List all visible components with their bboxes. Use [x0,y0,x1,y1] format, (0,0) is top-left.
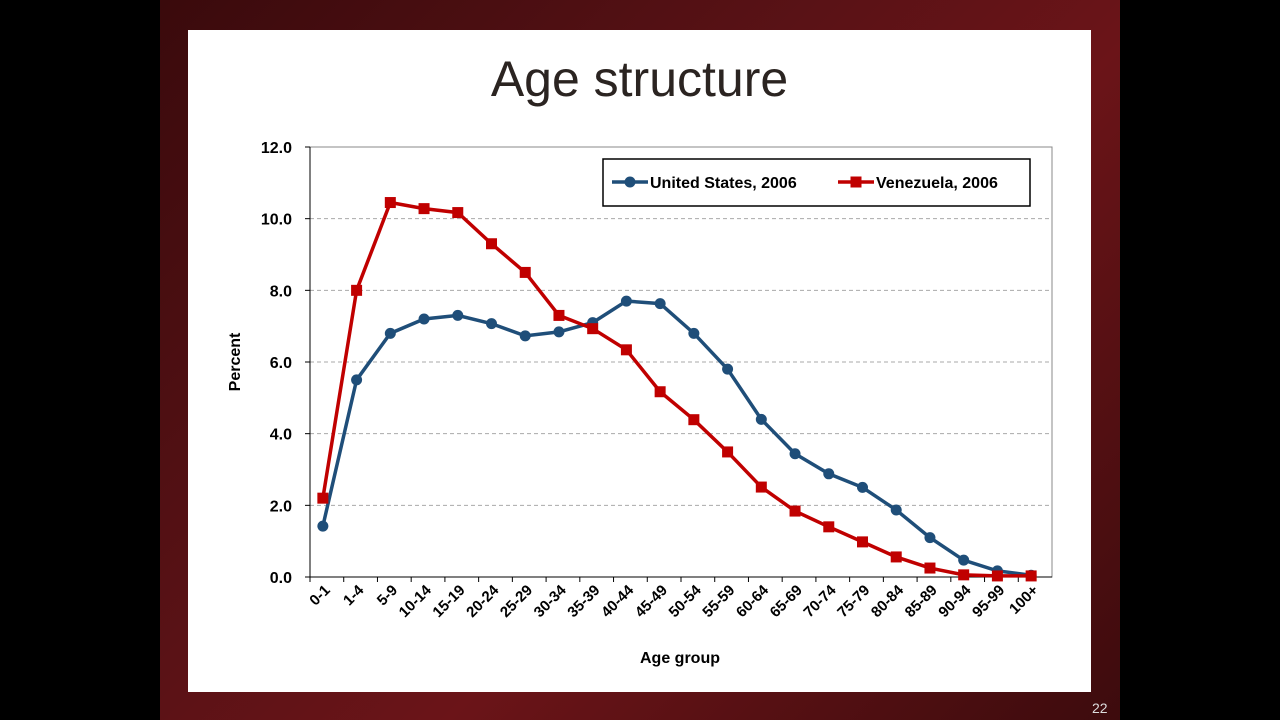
data-point [620,295,632,307]
x-tick-label: 10-14 [396,581,436,621]
legend-marker [850,176,862,188]
data-point [958,554,970,566]
data-point [688,327,700,339]
y-tick-label: 2.0 [270,498,292,515]
data-point [755,413,767,425]
data-point [317,492,329,504]
data-point [519,330,531,342]
data-point [958,569,970,581]
x-tick-label: 35-39 [564,582,603,621]
data-point [722,363,734,375]
data-point [553,326,565,338]
legend-marker [624,176,636,188]
x-tick-label: 70-74 [800,581,840,621]
legend-label: Venezuela, 2006 [876,175,998,192]
series-line-1 [321,200,1032,578]
x-tick-label: 80-84 [868,581,908,621]
x-tick-label: 45-49 [632,582,671,621]
x-tick-label: 40-44 [598,581,638,621]
data-point [1025,570,1037,582]
data-point [452,309,464,321]
y-tick-label: 8.0 [270,283,292,300]
series-line-0 [321,299,1032,577]
data-point [823,521,835,533]
data-point [486,318,497,330]
data-point [654,386,666,398]
x-tick-label: 15-19 [429,582,468,621]
data-point [654,298,666,310]
y-tick-label: 4.0 [270,427,292,444]
y-tick-label: 0.0 [270,570,292,587]
data-point [553,309,565,321]
y-tick-label: 6.0 [270,355,292,372]
data-point [789,448,801,460]
data-point [384,327,396,339]
data-point [823,468,835,480]
slide-title: Age structure [490,51,789,107]
x-axis-label: Age group [640,650,720,667]
page-number: 22 [1092,700,1108,716]
x-tick-label: 55-59 [699,582,738,621]
data-point [418,313,430,325]
x-tick-label: 65-69 [767,582,806,621]
data-point [351,374,363,386]
x-tick-label: 85-89 [902,582,941,621]
data-point [924,532,936,544]
data-point [890,504,902,516]
x-tick-label: 20-24 [463,581,503,621]
data-point [384,197,396,209]
x-tick-label: 60-64 [733,581,773,621]
data-point [688,414,700,426]
data-point [452,207,464,219]
x-tick-label: 100+ [1006,582,1042,618]
legend [602,158,1031,207]
x-tick-label: 5-9 [374,582,401,609]
data-point [755,481,767,493]
y-axis-label: Percent [227,332,244,391]
data-point [317,520,329,532]
x-tick-label: 75-79 [834,582,873,621]
data-point [418,203,430,215]
data-point [857,481,868,493]
x-tick-label: 25-29 [497,582,536,621]
slide: Age structure [188,30,1091,692]
x-tick-label: 90-94 [935,581,975,621]
data-point [351,284,363,296]
data-point [924,562,936,574]
x-tick-label: 30-34 [531,581,571,621]
data-point [857,536,868,548]
data-point [991,570,1003,582]
x-tick-label: 95-99 [969,582,1008,621]
legend-label: United States, 2006 [650,175,797,192]
x-tick-label: 50-54 [666,581,706,621]
x-tick-label: 1-4 [340,581,368,609]
x-tick-label: 0-1 [306,582,333,609]
data-point [587,323,599,335]
data-point [722,446,734,458]
data-point [789,505,801,517]
y-tick-label: 12.0 [261,140,292,157]
data-point [620,344,632,356]
data-point [890,551,902,563]
data-point [486,238,497,250]
y-tick-label: 10.0 [261,212,292,229]
data-point [519,266,531,278]
